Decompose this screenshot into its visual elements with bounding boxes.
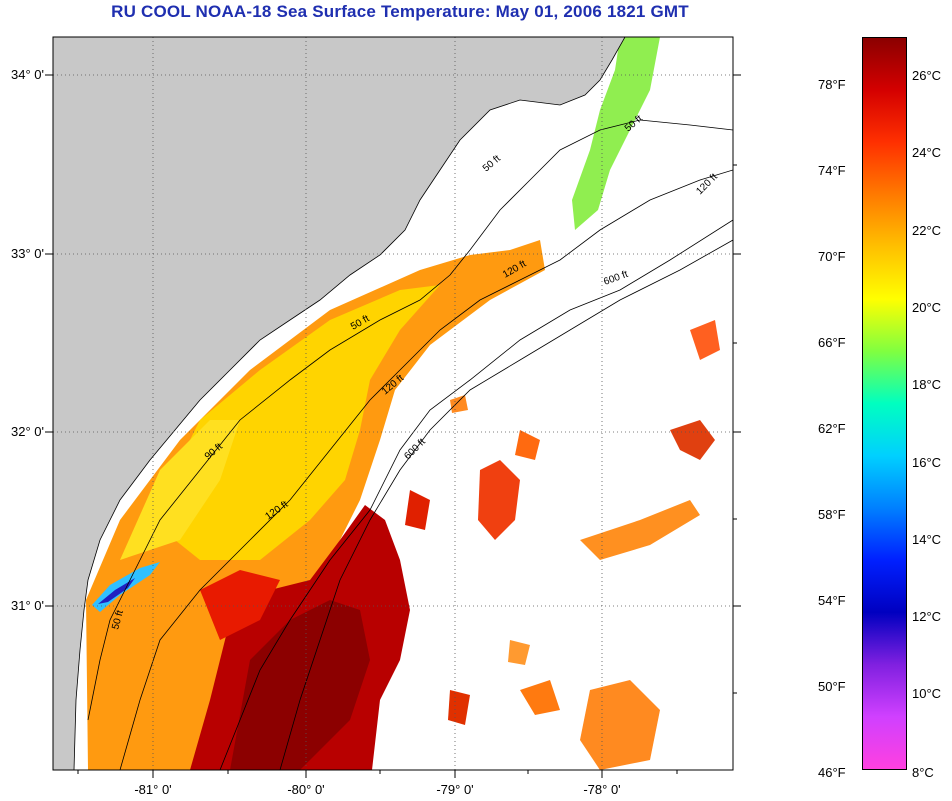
longitude-label: -78° 0'	[583, 782, 621, 797]
fahrenheit-label: 66°F	[818, 335, 846, 350]
latitude-label: 32° 0'	[11, 424, 44, 439]
fahrenheit-label: 50°F	[818, 679, 846, 694]
longitude-label: -80° 0'	[287, 782, 325, 797]
sst-red-transition	[200, 570, 280, 640]
latitude-label: 33° 0'	[11, 246, 44, 261]
fahrenheit-label: 62°F	[818, 421, 846, 436]
fahrenheit-label: 70°F	[818, 249, 846, 264]
fahrenheit-label: 74°F	[818, 163, 846, 178]
sst-yellow-nearshore	[120, 420, 240, 560]
celsius-label: 8°C	[912, 765, 934, 780]
temperature-colorbar	[862, 37, 907, 770]
sst-yellow-shelf	[150, 285, 440, 560]
map-title: RU COOL NOAA-18 Sea Surface Temperature:…	[111, 2, 689, 21]
sst-gulf-stream-core	[230, 600, 370, 770]
celsius-label: 26°C	[912, 68, 942, 83]
celsius-label: 18°C	[912, 377, 942, 392]
fahrenheit-label: 46°F	[818, 765, 846, 780]
celsius-label: 16°C	[912, 455, 942, 470]
land-mass	[53, 37, 626, 770]
fahrenheit-label: 78°F	[818, 77, 846, 92]
celsius-label: 20°C	[912, 300, 942, 315]
graticule	[53, 37, 733, 770]
sst-cold-streak-core	[98, 578, 135, 604]
celsius-label: 22°C	[912, 223, 942, 238]
fahrenheit-label: 58°F	[818, 507, 846, 522]
isobath-contours	[87, 119, 733, 770]
sst-green-patch	[572, 37, 660, 230]
celsius-label: 24°C	[912, 145, 942, 160]
longitude-label: -79° 0'	[436, 782, 474, 797]
fahrenheit-label: 54°F	[818, 593, 846, 608]
celsius-label: 10°C	[912, 686, 942, 701]
map-frame	[52, 36, 734, 771]
latitude-label: 31° 0'	[11, 598, 44, 613]
longitude-label: -81° 0'	[134, 782, 172, 797]
isobath-label: 50 ft	[110, 609, 126, 631]
latitude-label: 34° 0'	[11, 67, 44, 82]
sst-offshore-patches	[405, 320, 720, 770]
celsius-label: 12°C	[912, 609, 942, 624]
frame-ticks	[45, 74, 741, 778]
celsius-label: 14°C	[912, 532, 942, 547]
